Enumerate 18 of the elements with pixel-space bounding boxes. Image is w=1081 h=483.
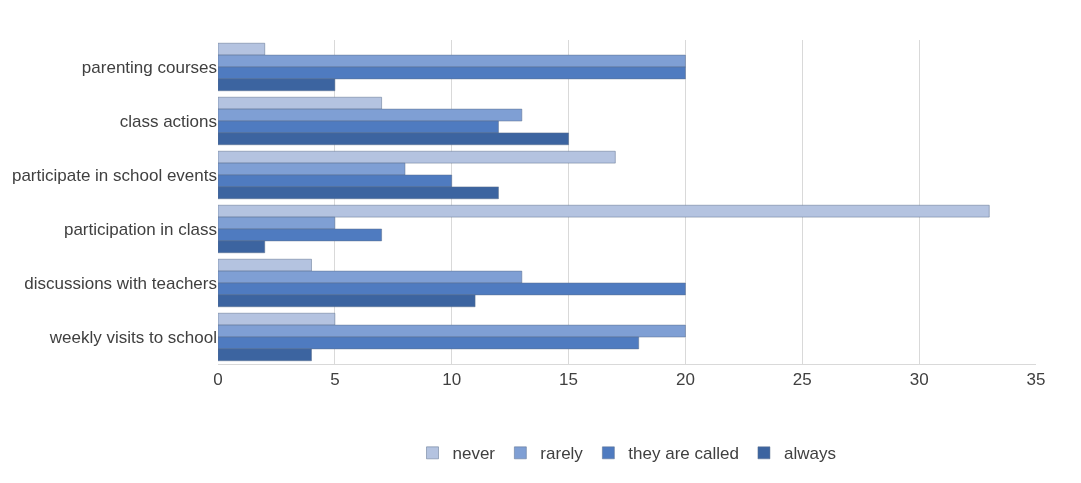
y-tick-label: discussions with teachers bbox=[24, 273, 217, 293]
x-tick-label: 20 bbox=[675, 370, 695, 390]
y-tick-label: class actions bbox=[119, 111, 217, 131]
legend-label: never bbox=[452, 444, 496, 464]
y-tick-label: participate in school events bbox=[11, 165, 217, 185]
legend-label: rarely bbox=[540, 444, 584, 464]
x-tick-label: 15 bbox=[559, 370, 579, 390]
x-tick-label: 35 bbox=[1026, 370, 1046, 390]
y-tick-label: participation in class bbox=[63, 219, 217, 239]
y-tick-label: parenting courses bbox=[81, 57, 217, 77]
y-tick-label: weekly visits to school bbox=[48, 327, 217, 347]
x-tick-label: 0 bbox=[213, 370, 223, 390]
x-tick-label: 30 bbox=[909, 370, 929, 390]
x-tick-label: 10 bbox=[442, 370, 462, 390]
legend-label: always bbox=[783, 444, 836, 464]
x-tick-label: 25 bbox=[792, 370, 812, 390]
x-tick-label: 5 bbox=[330, 370, 340, 390]
legend-label: they are called bbox=[628, 444, 739, 464]
